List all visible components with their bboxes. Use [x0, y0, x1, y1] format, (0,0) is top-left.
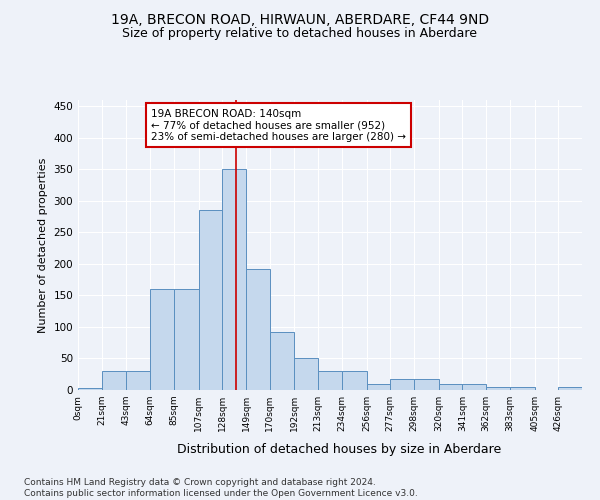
Text: Contains HM Land Registry data © Crown copyright and database right 2024.
Contai: Contains HM Land Registry data © Crown c… [24, 478, 418, 498]
Text: 19A, BRECON ROAD, HIRWAUN, ABERDARE, CF44 9ND: 19A, BRECON ROAD, HIRWAUN, ABERDARE, CF4… [111, 12, 489, 26]
Bar [101, 371, 127, 390]
Bar [486, 387, 510, 390]
Bar [150, 289, 174, 390]
Bar [223, 170, 246, 390]
Bar [439, 384, 463, 390]
Bar [295, 358, 318, 390]
Bar [414, 380, 439, 390]
Bar [342, 371, 367, 390]
Text: 19A BRECON ROAD: 140sqm
← 77% of detached houses are smaller (952)
23% of semi-d: 19A BRECON ROAD: 140sqm ← 77% of detache… [151, 108, 406, 142]
Bar [318, 371, 342, 390]
Text: Size of property relative to detached houses in Aberdare: Size of property relative to detached ho… [122, 28, 478, 40]
Bar [78, 388, 101, 390]
Bar [246, 269, 269, 390]
Text: Distribution of detached houses by size in Aberdare: Distribution of detached houses by size … [177, 442, 501, 456]
Bar [174, 289, 199, 390]
Bar [559, 387, 582, 390]
Bar [269, 332, 295, 390]
Bar [127, 371, 150, 390]
Bar [199, 210, 223, 390]
Bar [510, 387, 535, 390]
Bar [463, 384, 486, 390]
Bar [391, 380, 414, 390]
Y-axis label: Number of detached properties: Number of detached properties [38, 158, 48, 332]
Bar [367, 384, 391, 390]
